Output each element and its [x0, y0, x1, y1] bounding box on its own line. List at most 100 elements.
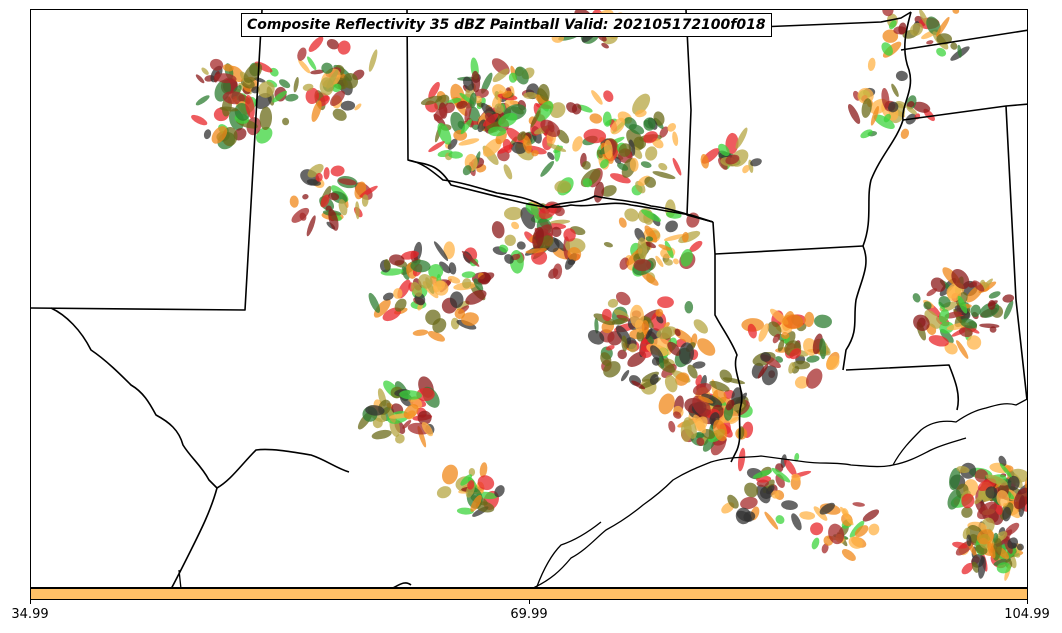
reflectivity-blob: [514, 66, 529, 85]
reflectivity-blob: [737, 447, 746, 472]
reflectivity-blob: [989, 326, 997, 333]
reflectivity-blob: [718, 143, 730, 157]
reflectivity-blob: [987, 541, 996, 559]
colorbar-tick-label-max: 104.99: [1004, 607, 1050, 622]
reflectivity-blob: [976, 529, 995, 545]
reflectivity-blob: [332, 108, 347, 121]
reflectivity-blob: [594, 317, 599, 334]
la-coastline: [892, 398, 1027, 466]
reflectivity-blob: [607, 298, 619, 308]
reflectivity-blob: [582, 160, 591, 170]
reflectivity-blob: [494, 103, 504, 114]
reflectivity-blob: [605, 345, 615, 351]
reflectivity-blob: [211, 126, 228, 144]
reflectivity-blob: [632, 93, 651, 115]
reflectivity-blob: [725, 399, 735, 411]
reflectivity-blob: [582, 178, 593, 188]
reflectivity-blob: [966, 335, 982, 350]
reflectivity-blob: [659, 126, 669, 138]
reflectivity-blob: [889, 20, 897, 30]
reflectivity-blob: [1016, 543, 1024, 551]
reflectivity-blob: [525, 248, 547, 254]
reflectivity-blob: [794, 376, 809, 389]
reflectivity-blob: [814, 314, 832, 329]
reflectivity-blob: [416, 387, 435, 402]
reflectivity-blob: [906, 106, 917, 115]
reflectivity-blob: [620, 369, 630, 382]
reflectivity-blob: [952, 10, 960, 14]
reflectivity-blob: [713, 419, 728, 442]
reflectivity-blob: [365, 405, 385, 416]
reflectivity-blob: [663, 234, 686, 242]
reflectivity-blob: [330, 165, 345, 177]
reflectivity-blob: [610, 117, 626, 135]
reflectivity-blob: [628, 343, 638, 353]
tx-lower-border: [178, 569, 182, 587]
reflectivity-blob: [966, 534, 972, 547]
reflectivity-blob: [203, 129, 212, 140]
reflectivity-blob: [665, 220, 678, 233]
reflectivity-blob: [470, 494, 482, 512]
reflectivity-blob: [447, 275, 461, 284]
la-ms-border: [845, 364, 960, 411]
reflectivity-blob: [936, 47, 947, 57]
reflectivity-blob: [517, 131, 526, 141]
reflectivity-blob: [567, 247, 582, 261]
reflectivity-blob: [321, 62, 333, 74]
reflectivity-blob: [433, 241, 449, 261]
reflectivity-blob: [494, 485, 505, 498]
reflectivity-blob: [331, 83, 342, 93]
reflectivity-blob: [900, 128, 910, 139]
reflectivity-blob: [477, 272, 495, 284]
reflectivity-blob: [547, 120, 555, 133]
colorbar-tick-label-min: 34.99: [11, 607, 49, 622]
reflectivity-blob: [819, 502, 835, 515]
reflectivity-blob: [999, 463, 1012, 478]
reflectivity-blob: [695, 374, 702, 386]
reflectivity-blob: [1013, 487, 1027, 510]
reflectivity-blob: [338, 199, 348, 216]
reflectivity-blob: [675, 372, 690, 386]
reflectivity-blob: [591, 90, 603, 105]
reflectivity-blob: [456, 507, 474, 515]
reflectivity-blob: [689, 240, 703, 252]
reflectivity-blob: [503, 164, 513, 180]
reflectivity-blob: [938, 295, 951, 308]
reflectivity-blob: [508, 72, 517, 83]
reflectivity-blob: [792, 360, 811, 370]
ok-ar-border: [685, 10, 714, 223]
reflectivity-blob: [912, 101, 931, 113]
reflectivity-blob: [308, 36, 324, 53]
tx-coastline: [533, 437, 967, 587]
reflectivity-blob: [425, 309, 441, 325]
reflectivity-blob: [673, 411, 682, 419]
reflectivity-blob: [460, 474, 473, 486]
reflectivity-blob: [656, 326, 677, 340]
reflectivity-blob: [326, 39, 339, 50]
reflectivity-blob: [961, 506, 973, 518]
reflectivity-blob: [504, 234, 516, 247]
reflectivity-blob: [672, 131, 679, 147]
reflectivity-blob: [752, 469, 773, 479]
reflectivity-blob: [996, 562, 1011, 574]
reflectivity-blob: [497, 144, 514, 154]
reflectivity-blob: [692, 361, 706, 369]
reflectivity-blob: [735, 507, 752, 525]
mississippi-river: [842, 11, 912, 371]
reflectivity-blob: [979, 323, 1000, 329]
reflectivity-blob: [410, 259, 431, 273]
reflectivity-blob: [563, 228, 576, 242]
reflectivity-blob: [693, 414, 707, 434]
reflectivity-blob: [361, 194, 369, 207]
reflectivity-blob: [867, 57, 876, 72]
reflectivity-blob: [603, 242, 613, 248]
reflectivity-blob: [961, 493, 975, 509]
reflectivity-blob: [554, 180, 571, 194]
reflectivity-blob: [285, 93, 299, 102]
reflectivity-blob: [571, 103, 582, 115]
reflectivity-blob: [306, 215, 316, 237]
reflectivity-blob: [898, 22, 907, 35]
reflectivity-blob: [658, 244, 672, 251]
reflectivity-blob: [484, 112, 496, 124]
reflectivity-blob: [811, 537, 820, 550]
